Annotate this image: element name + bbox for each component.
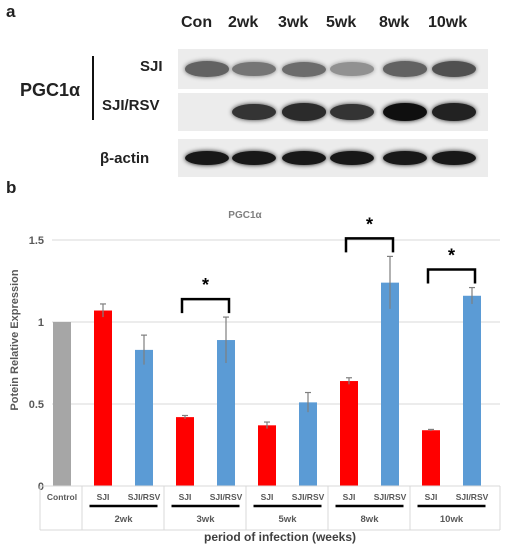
x-category-label: SJI xyxy=(425,492,438,502)
blot-band xyxy=(282,61,326,77)
blot-strip-sji-rsv xyxy=(178,93,488,131)
y-tick-label: 1 xyxy=(38,317,44,329)
x-group-label: 8wk xyxy=(361,514,380,525)
x-category-label: SJI xyxy=(97,492,110,502)
row-bracket-line xyxy=(92,56,94,120)
lane-label: 2wk xyxy=(228,14,259,31)
blot-band xyxy=(330,103,374,121)
x-category-label: SJI/RSV xyxy=(456,492,489,502)
bar xyxy=(53,322,71,486)
x-axis-label: period of infection (weeks) xyxy=(204,530,356,544)
lane-label: 8wk xyxy=(379,14,410,31)
blot-band xyxy=(282,151,326,165)
blot-band xyxy=(330,151,374,165)
bar xyxy=(217,340,235,486)
significance-star: * xyxy=(448,246,455,266)
blot-band xyxy=(185,151,229,165)
significance-bracket xyxy=(344,237,395,253)
blot-band xyxy=(330,62,374,76)
panel-b-letter: b xyxy=(6,178,17,197)
x-category-label: SJI/RSV xyxy=(292,492,325,502)
protein-label: PGC1α xyxy=(20,80,81,100)
blot-band xyxy=(232,103,276,121)
significance-star: * xyxy=(366,214,373,234)
x-category-label: SJI xyxy=(343,492,356,502)
bar xyxy=(258,425,276,486)
x-group-label: 10wk xyxy=(440,514,464,525)
lane-label: Con xyxy=(181,14,213,31)
bar xyxy=(94,310,112,486)
row-label-sji-rsv: SJI/RSV xyxy=(102,97,160,114)
blot-band xyxy=(383,61,427,77)
y-tick-label: 1.5 xyxy=(29,235,44,247)
bar xyxy=(135,349,153,486)
x-category-label: SJI xyxy=(179,492,192,502)
blot-strip-sji xyxy=(178,49,488,89)
lane-label: 10wk xyxy=(428,14,468,31)
x-group-label: 5wk xyxy=(279,514,298,525)
significance-bracket xyxy=(426,268,477,284)
blot-band xyxy=(232,61,276,77)
blot-band xyxy=(432,103,476,121)
row-label-sji: SJI xyxy=(140,58,163,75)
x-category-label: Control xyxy=(47,492,77,502)
row-label-beta-actin: β-actin xyxy=(100,150,150,167)
y-tick-label: 0.5 xyxy=(29,399,44,411)
x-category-label: SJI/RSV xyxy=(128,492,161,502)
x-group-label: 3wk xyxy=(197,514,216,525)
blot-band xyxy=(432,151,476,165)
x-category-label: SJI xyxy=(261,492,274,502)
y-axis-label: Potein Relative Expression xyxy=(9,269,21,410)
lane-label: 5wk xyxy=(326,14,357,31)
bar xyxy=(176,417,194,486)
lane-label: 3wk xyxy=(278,14,309,31)
bar xyxy=(340,381,358,486)
significance-star: * xyxy=(202,275,209,295)
bar xyxy=(422,430,440,486)
blot-band xyxy=(383,103,427,121)
significance-bracket xyxy=(180,297,231,314)
blot-band xyxy=(383,151,427,165)
y-tick-label: 0 xyxy=(38,481,44,493)
panel-a-letter: a xyxy=(6,2,16,21)
bar xyxy=(381,282,399,486)
blot-band xyxy=(282,103,326,121)
bar xyxy=(299,402,317,486)
x-category-label: SJI/RSV xyxy=(210,492,243,502)
x-category-label: SJI/RSV xyxy=(374,492,407,502)
blot-band xyxy=(432,61,476,77)
blot-band xyxy=(232,151,276,165)
blot-strip-beta-actin xyxy=(178,139,488,177)
x-group-label: 2wk xyxy=(115,514,134,525)
chart-title: PGC1α xyxy=(228,210,262,221)
blot-band xyxy=(185,61,229,77)
bar xyxy=(463,295,481,486)
